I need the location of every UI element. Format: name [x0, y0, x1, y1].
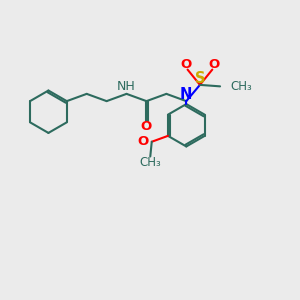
Text: N: N: [180, 87, 193, 102]
Text: CH₃: CH₃: [140, 156, 161, 169]
Text: O: O: [181, 58, 192, 71]
Text: NH: NH: [117, 80, 136, 93]
Text: O: O: [141, 120, 152, 133]
Text: S: S: [195, 71, 205, 86]
Text: CH₃: CH₃: [230, 80, 252, 93]
Text: O: O: [137, 135, 148, 148]
Text: O: O: [208, 58, 219, 71]
